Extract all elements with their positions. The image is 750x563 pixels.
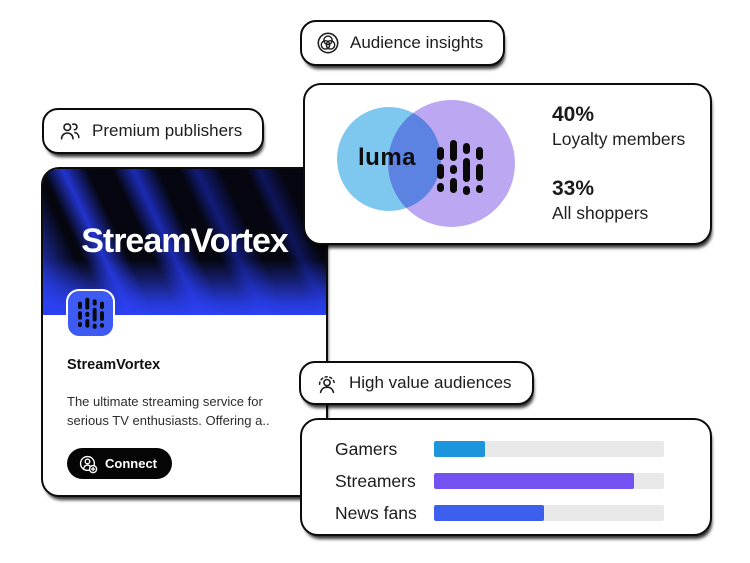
stat-loyalty-members: 40% Loyalty members	[552, 101, 685, 151]
luma-brand-label: luma	[357, 144, 416, 171]
app-description-line1: The ultimate streaming service for	[67, 394, 263, 409]
venn-diagram-icon	[317, 32, 339, 54]
people-icon	[60, 123, 80, 140]
bar-label-gamers: Gamers	[335, 439, 398, 459]
bar-track	[434, 473, 664, 489]
app-description: The ultimate streaming service for serio…	[67, 393, 312, 430]
bar-track	[434, 441, 664, 457]
audience-insights-badge[interactable]: Audience insights	[300, 20, 506, 66]
badge-label: High value audiences	[349, 373, 512, 392]
publisher-card-streamvortex: StreamVortex StreamVortex The ultimate s…	[41, 167, 328, 497]
badge-label: Premium publishers	[92, 121, 243, 140]
streamvortex-app-icon	[66, 289, 115, 338]
app-description-line2: serious TV enthusiasts. Offering a..	[67, 412, 270, 428]
stat-value: 40%	[552, 103, 595, 126]
bar-label-streamers: Streamers	[335, 471, 416, 491]
bar-fill-streamers	[434, 473, 635, 489]
connect-button-label: Connect	[105, 456, 157, 471]
equalizer-bars-logo-icon	[77, 297, 104, 329]
high-value-audiences-badge[interactable]: High value audiences	[299, 361, 534, 405]
stat-all-shoppers: 33% All shoppers	[552, 175, 685, 225]
connect-button[interactable]: Connect	[67, 448, 172, 479]
premium-publishers-badge[interactable]: Premium publishers	[42, 108, 265, 154]
venn-right-circle	[388, 100, 515, 227]
bar-label-news-fans: News fans	[335, 503, 417, 523]
bar-fill-news-fans	[434, 505, 545, 521]
streamvortex-logo-text: StreamVortex	[81, 222, 289, 260]
venn-stats: 40% Loyalty members 33% All shoppers	[552, 101, 685, 225]
badge-label: Audience insights	[350, 33, 484, 52]
bar-fill-gamers	[434, 441, 485, 457]
equalizer-bars-logo	[437, 140, 483, 195]
stat-value: 33%	[552, 177, 595, 200]
person-highlight-icon	[318, 376, 336, 394]
high-value-audiences-card: Gamers Streamers News fans	[300, 418, 712, 536]
app-name: StreamVortex	[67, 357, 161, 373]
stat-label: Loyalty members	[552, 129, 686, 149]
bar-track	[434, 505, 664, 521]
stat-label: All shoppers	[552, 203, 649, 223]
add-user-icon	[79, 455, 98, 473]
audience-insights-card: luma 40% Loyalty members 33% All shopper…	[303, 83, 712, 245]
